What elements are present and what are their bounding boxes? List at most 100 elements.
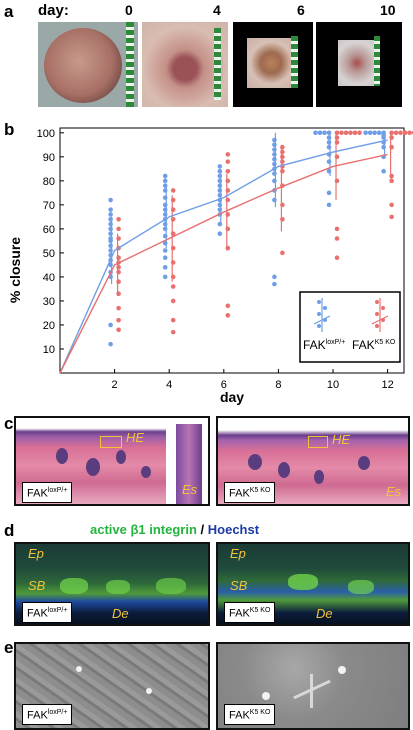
data-point [389, 144, 394, 150]
x-tick-label: 6 [221, 379, 227, 391]
y-tick-label: 100 [37, 128, 55, 140]
legend-marker [375, 324, 379, 328]
sb-label: SB [28, 578, 46, 593]
data-point [326, 159, 332, 164]
legend-ko-label: FAKK5 KO [352, 338, 396, 352]
data-point [108, 216, 113, 222]
data-point [162, 188, 168, 193]
data-point [108, 248, 113, 253]
legend-marker [317, 312, 321, 316]
data-point [272, 171, 277, 176]
he-label: HE [126, 430, 145, 445]
data-point [162, 195, 168, 200]
legend-wt-label: FAKloxP/+ [303, 338, 346, 352]
data-point [108, 231, 113, 236]
data-point [280, 149, 285, 155]
data-point [108, 243, 113, 248]
data-point [217, 188, 223, 193]
data-point [389, 178, 394, 184]
x-tick-label: 2 [112, 379, 118, 391]
data-point [334, 178, 340, 184]
data-point [217, 168, 223, 174]
data-point [343, 130, 349, 136]
x-tick-label: 12 [381, 379, 393, 391]
data-point [116, 265, 121, 270]
data-point [225, 303, 231, 309]
data-point [280, 159, 285, 164]
data-point [372, 130, 377, 136]
data-point [162, 240, 168, 246]
he-label-ko: HE [332, 432, 351, 447]
wound-closure-chart: 10 20 30 40 50 60 70 80 90 100 2 4 6 8 10 12 % closure… [7, 127, 413, 405]
data-point [272, 161, 277, 167]
de-label: De [112, 606, 129, 621]
data-point [272, 197, 277, 203]
data-point [217, 207, 223, 212]
data-point [376, 130, 382, 136]
data-point [272, 178, 277, 184]
data-point [363, 130, 368, 136]
data-point [334, 130, 340, 136]
data-point [108, 197, 113, 203]
data-point [217, 178, 223, 184]
data-point [272, 274, 277, 280]
data-point [162, 265, 168, 270]
data-point [280, 216, 285, 222]
data-point [326, 140, 332, 145]
data-point [326, 144, 332, 150]
data-point [217, 231, 223, 236]
data-point [217, 202, 223, 208]
panel-d-title: active β1 integrin / Hoechst [90, 522, 260, 537]
data-point [326, 202, 332, 208]
day-4-label: 4 [213, 2, 221, 18]
mean-lines [59, 139, 388, 374]
y-axis: 10 20 30 40 50 60 70 80 90 100 [37, 128, 64, 356]
phase-label-ko: FAKK5 KO [224, 704, 276, 725]
y-tick-label: 60 [43, 224, 55, 236]
data-point [272, 281, 277, 287]
y-tick-label: 70 [43, 200, 55, 212]
data-point [170, 260, 176, 265]
day-6-label: 6 [297, 2, 305, 18]
data-point [225, 313, 231, 318]
phase-image-wt: FAKloxP/+ [14, 642, 210, 730]
data-point [317, 130, 323, 136]
data-point [217, 164, 223, 169]
data-point [116, 317, 121, 323]
sb-label-ko: SB [230, 578, 248, 593]
data-point [334, 226, 340, 232]
data-point [116, 226, 121, 232]
data-point [170, 197, 176, 203]
y-tick-label: 80 [43, 176, 55, 188]
panel-d-letter: d [4, 521, 15, 540]
data-point [116, 291, 121, 297]
y-tick-label: 40 [43, 272, 55, 284]
data-point [389, 135, 394, 140]
chart-legend [299, 291, 401, 363]
data-point [108, 322, 113, 328]
legend-marker [323, 306, 327, 310]
data-point [381, 144, 386, 150]
data-point [162, 202, 168, 208]
legend-marker [375, 300, 379, 304]
data-point [225, 159, 231, 164]
data-point [170, 284, 176, 289]
data-point [389, 214, 394, 220]
data-point [170, 216, 176, 222]
data-point [170, 298, 176, 304]
y-tick-label: 90 [43, 152, 55, 164]
data-point [389, 130, 394, 136]
data-point [162, 178, 168, 184]
data-point [108, 226, 113, 232]
data-point [217, 183, 223, 188]
data-point [170, 188, 176, 193]
y-tick-label: 10 [43, 344, 55, 356]
es-label: Es [182, 482, 198, 497]
data-point [402, 130, 408, 136]
data-point [367, 130, 373, 136]
data-point [398, 130, 403, 136]
data-point [116, 255, 121, 261]
fluorescence-image-wt: Ep SB De FAKloxP/+ [14, 542, 210, 626]
data-point [389, 202, 394, 208]
data-point [225, 152, 231, 157]
